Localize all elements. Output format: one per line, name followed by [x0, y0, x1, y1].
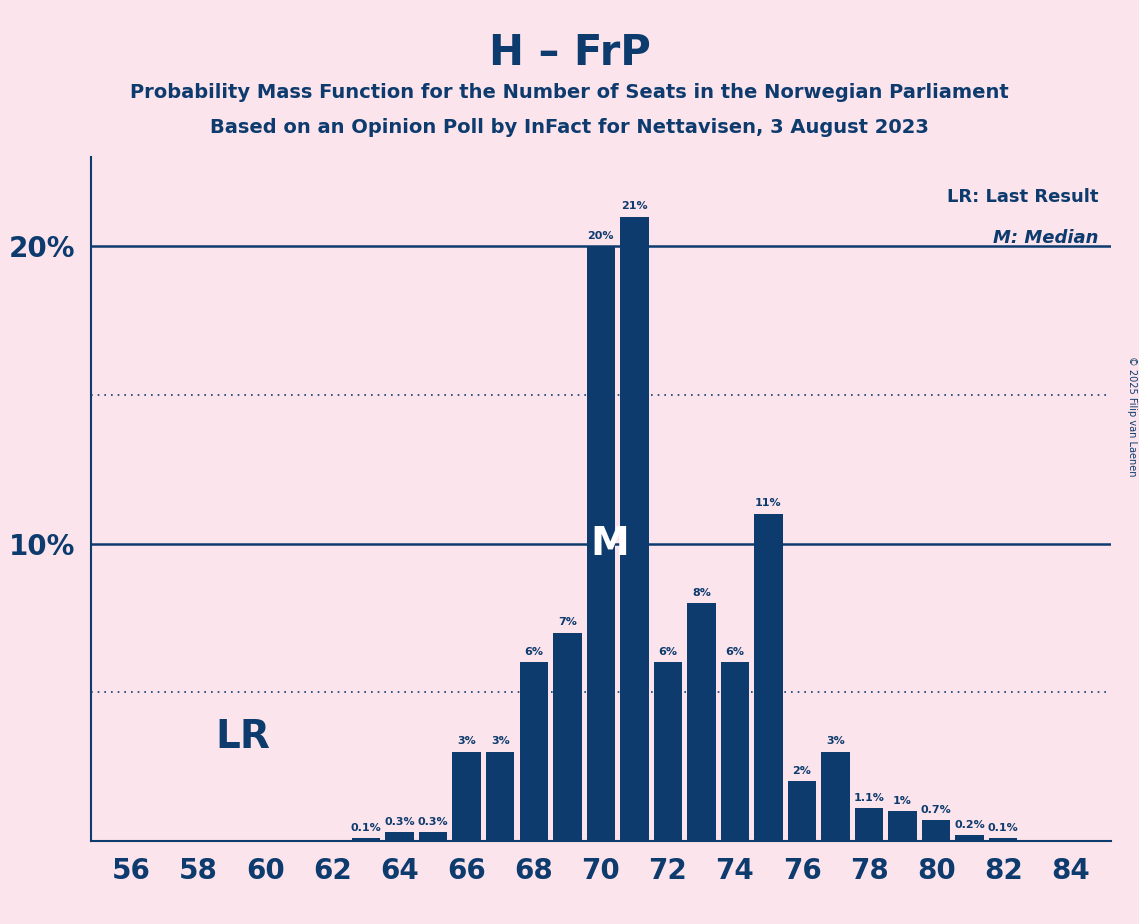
Text: 0.2%: 0.2% — [954, 820, 985, 830]
Text: 6%: 6% — [524, 647, 543, 657]
Bar — [419, 832, 448, 841]
Bar — [989, 838, 1017, 841]
Text: M: Median: M: Median — [993, 229, 1098, 247]
Text: 7%: 7% — [558, 617, 576, 627]
Bar — [754, 514, 782, 841]
Text: LR: LR — [215, 718, 270, 756]
Text: 20%: 20% — [588, 231, 614, 241]
Text: 6%: 6% — [658, 647, 678, 657]
Text: H – FrP: H – FrP — [489, 32, 650, 74]
Text: 8%: 8% — [693, 588, 711, 598]
Text: © 2025 Filip van Laenen: © 2025 Filip van Laenen — [1126, 356, 1137, 476]
Text: 0.7%: 0.7% — [920, 805, 951, 815]
Text: 3%: 3% — [826, 736, 845, 747]
Bar — [352, 838, 380, 841]
Text: 0.3%: 0.3% — [384, 817, 415, 827]
Text: 6%: 6% — [726, 647, 745, 657]
Text: 3%: 3% — [491, 736, 509, 747]
Text: 1%: 1% — [893, 796, 912, 806]
Bar — [452, 751, 481, 841]
Text: 2%: 2% — [793, 766, 811, 776]
Bar — [721, 663, 749, 841]
Text: 1.1%: 1.1% — [853, 793, 885, 803]
Bar — [956, 835, 984, 841]
Text: LR: Last Result: LR: Last Result — [947, 188, 1098, 206]
Bar — [620, 216, 648, 841]
Bar — [921, 820, 950, 841]
Bar — [687, 603, 715, 841]
Bar — [855, 808, 884, 841]
Bar — [821, 751, 850, 841]
Text: Based on an Opinion Poll by InFact for Nettavisen, 3 August 2023: Based on an Opinion Poll by InFact for N… — [210, 118, 929, 138]
Text: M: M — [591, 525, 630, 563]
Bar — [385, 832, 413, 841]
Bar — [888, 811, 917, 841]
Text: 11%: 11% — [755, 498, 781, 508]
Text: Probability Mass Function for the Number of Seats in the Norwegian Parliament: Probability Mass Function for the Number… — [130, 83, 1009, 103]
Text: 0.1%: 0.1% — [351, 822, 382, 833]
Bar — [788, 782, 817, 841]
Bar — [654, 663, 682, 841]
Text: 21%: 21% — [621, 201, 648, 212]
Bar — [554, 633, 582, 841]
Bar — [587, 247, 615, 841]
Text: 0.1%: 0.1% — [988, 822, 1018, 833]
Bar — [519, 663, 548, 841]
Text: 0.3%: 0.3% — [418, 817, 449, 827]
Text: 3%: 3% — [458, 736, 476, 747]
Bar — [486, 751, 515, 841]
